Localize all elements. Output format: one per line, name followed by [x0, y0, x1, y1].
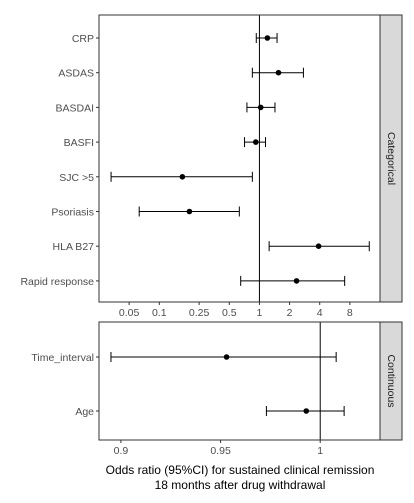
point-psoriasis — [186, 208, 193, 215]
point-rapid-response — [293, 278, 300, 284]
point-time-interval — [223, 354, 230, 360]
x-tick-label-8: 8 — [347, 307, 353, 319]
x-tick-label-0-25: 0.25 — [189, 307, 210, 319]
x-tick-label-0-5: 0.5 — [222, 307, 237, 319]
x-tick-label-0-95: 0.95 — [210, 445, 231, 457]
point-basfi — [252, 139, 259, 145]
panel-continuous: Time_interval Age Continuous 0.9 0.95 1 — [31, 321, 403, 457]
point-crp — [264, 35, 271, 41]
panel-border — [98, 14, 381, 303]
facet-label-continuous: Continuous — [385, 354, 397, 407]
y-label-sjc-5: SJC >5 — [59, 172, 94, 184]
panel-border — [98, 321, 381, 441]
point-basdai — [257, 104, 264, 111]
facet-label-categorical: Categorical — [385, 132, 397, 185]
facet-strip — [379, 14, 403, 303]
x-axis-title-line1: Odds ratio (95%CI) for sustained clinica… — [106, 463, 375, 477]
x-tick-label-2: 2 — [287, 307, 293, 319]
x-tick-label-0-9: 0.9 — [114, 445, 129, 457]
y-label-hla-b27: HLA B27 — [53, 241, 95, 253]
y-label-basfi: BASFI — [64, 137, 94, 149]
y-label-time-interval: Time_interval — [31, 352, 94, 364]
x-tick-label-0-1: 0.1 — [152, 307, 167, 319]
point-age — [303, 408, 310, 414]
x-tick-label-4: 4 — [317, 307, 323, 319]
x-tick-label-1: 1 — [317, 445, 323, 457]
point-sjc-5 — [179, 174, 186, 180]
point-hla-b27 — [315, 243, 322, 249]
point-asdas — [275, 69, 282, 76]
x-tick-label-0-05: 0.05 — [119, 307, 140, 319]
y-label-psoriasis: Psoriasis — [51, 207, 94, 219]
x-tick-label-1: 1 — [257, 307, 263, 319]
x-axis-title-line2: 18 months after drug withdrawal — [155, 478, 326, 492]
y-label-asdas: ASDAS — [58, 68, 94, 80]
facet-strip — [379, 321, 403, 441]
y-label-basdai: BASDAI — [55, 102, 94, 114]
y-label-age: Age — [75, 406, 94, 418]
y-label-rapid-response: Rapid response — [20, 276, 94, 288]
panel-categorical: CRP ASDAS BASDAI BASFI SJC >5 Psoriasis HLA B2… — [20, 14, 403, 319]
y-label-crp: CRP — [72, 33, 94, 45]
